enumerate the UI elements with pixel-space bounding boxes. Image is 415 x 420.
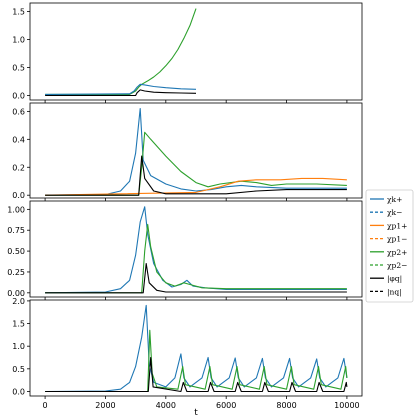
panel-4: 0.0 0.5 1.0 1.5 2.0 0 2000 4000 6000 8000 10000 bbox=[12, 297, 363, 410]
x-tick-label: 2000 bbox=[95, 401, 115, 410]
panel-4-line-blue bbox=[45, 304, 348, 393]
panel-2-ytick-label: 0.6 bbox=[12, 107, 25, 116]
panel-1-frame bbox=[29, 2, 363, 101]
legend-label: χp1− bbox=[387, 235, 407, 244]
legend: χk+ χk− χp1+ χp1− χp2+ χp2− |φq| |nq| bbox=[365, 189, 414, 303]
panel-2-ytick-label: 0.4 bbox=[12, 135, 25, 144]
panel-3-ytick-label: 0.25 bbox=[7, 268, 25, 277]
panel-3-ytick-label: 0.75 bbox=[7, 226, 25, 235]
panel-2-ytick-label: 0.2 bbox=[12, 163, 25, 172]
x-axis-label: t bbox=[194, 408, 198, 418]
panel-4-line-black bbox=[45, 356, 348, 393]
legend-label: χp2+ bbox=[387, 248, 407, 257]
panel-1-ytick-label: 0.5 bbox=[12, 63, 25, 72]
panel-3-ytick-label: 0.50 bbox=[7, 247, 25, 256]
panel-3-line-green bbox=[45, 223, 347, 294]
legend-label: |φq| bbox=[387, 274, 402, 283]
panel-2: 0.0 0.2 0.4 0.6 bbox=[12, 102, 363, 201]
panel-3-ytick-label: 1.00 bbox=[7, 205, 25, 214]
panel-1-line-blue bbox=[45, 83, 197, 95]
panel-4-ytick-label: 2.0 bbox=[12, 297, 25, 306]
panel-1-ytick-label: 1.5 bbox=[12, 7, 25, 16]
panel-2-frame bbox=[29, 102, 363, 199]
panel-4-ytick-label: 0.5 bbox=[12, 365, 25, 374]
panel-1-ytick-label: 0.0 bbox=[12, 92, 25, 101]
panel-3-series bbox=[45, 206, 347, 294]
panel-2-series bbox=[45, 108, 347, 196]
panel-2-ytick-label: 0.0 bbox=[12, 191, 25, 200]
panel-3-line-blue bbox=[45, 206, 347, 294]
panel-4-ytick-label: 0.0 bbox=[12, 387, 25, 396]
panel-3-ytick-label: 0.00 bbox=[7, 289, 25, 298]
panel-4-frame bbox=[29, 299, 363, 397]
panel-3-frame bbox=[29, 200, 363, 298]
panel-3: 0.00 0.25 0.50 0.75 1.00 bbox=[7, 200, 363, 300]
legend-label: χp1+ bbox=[387, 221, 407, 230]
legend-frame bbox=[365, 189, 414, 303]
panel-1-line-green bbox=[45, 8, 197, 95]
x-tick-label: 10000 bbox=[334, 401, 359, 410]
x-tick-label: 0 bbox=[43, 401, 48, 410]
panel-1-ytick-label: 1.0 bbox=[12, 35, 25, 44]
panel-4-line-green bbox=[45, 329, 348, 393]
panel-4-ytick-label: 1.5 bbox=[12, 320, 25, 329]
panel-2-line-black bbox=[45, 155, 347, 196]
x-tick-label: 6000 bbox=[216, 401, 236, 410]
legend-label: |nq| bbox=[387, 287, 402, 296]
legend-label: χk− bbox=[387, 208, 402, 217]
panel-1-series bbox=[45, 8, 197, 97]
x-tick-label: 8000 bbox=[276, 401, 296, 410]
panel-4-ytick-label: 1.0 bbox=[12, 342, 25, 351]
panel-2-line-orange bbox=[45, 177, 347, 196]
panel-1-line-black bbox=[45, 89, 197, 97]
panel-4-series bbox=[45, 304, 348, 393]
x-tick-label: 4000 bbox=[156, 401, 176, 410]
panel-3-line-black bbox=[45, 263, 347, 294]
panel-1: 0.0 0.5 1.0 1.5 bbox=[12, 2, 363, 103]
panel-2-line-green bbox=[45, 131, 347, 196]
panel-2-line-blue bbox=[45, 108, 347, 196]
legend-label: χp2− bbox=[387, 261, 407, 270]
legend-label: χk+ bbox=[387, 195, 402, 204]
